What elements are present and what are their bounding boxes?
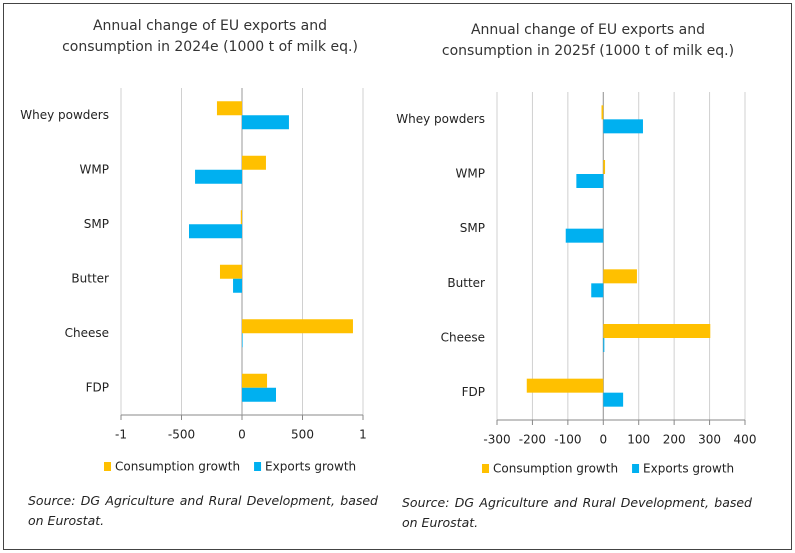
x-tick-label: -200 (519, 433, 546, 447)
bar (242, 373, 268, 388)
frame (3, 3, 792, 550)
bar (591, 283, 604, 298)
bar (603, 338, 605, 352)
legend-label: Consumption growth (115, 460, 240, 474)
bar (603, 392, 624, 407)
x-tick-label: 400 (734, 433, 757, 447)
bar (216, 101, 242, 116)
y-tick-label: SMP (460, 221, 485, 235)
x-tick-label: 0 (238, 428, 246, 442)
bar (565, 228, 604, 243)
y-tick-label: Whey powders (396, 112, 485, 126)
source-note: Source: DG Agriculture and Rural Develop… (402, 495, 752, 530)
x-tick-label: 1 (359, 428, 367, 442)
bar (242, 387, 277, 402)
legend-label: Exports growth (265, 460, 356, 474)
bar (603, 269, 637, 284)
y-tick-label: FDP (462, 385, 485, 399)
y-tick-label: WMP (80, 162, 109, 176)
x-tick-label: -100 (554, 433, 581, 447)
chart-title: consumption in 2025f (1000 t of milk eq.… (442, 43, 734, 59)
legend-swatch (482, 464, 489, 473)
y-tick-label: Whey powders (20, 108, 109, 122)
bar (576, 174, 604, 188)
x-tick-label: 500 (291, 428, 314, 442)
bar (219, 264, 242, 279)
bar (233, 278, 242, 293)
legend-swatch (104, 462, 111, 471)
chart-title: Annual change of EU exports and (93, 18, 327, 34)
y-tick-label: Butter (71, 271, 109, 285)
y-tick-label: Cheese (441, 331, 485, 345)
bar (526, 378, 604, 393)
x-tick-label: 300 (698, 433, 721, 447)
x-tick-label: 100 (627, 433, 650, 447)
x-tick-label: -1 (115, 428, 127, 442)
y-tick-label: Butter (447, 276, 485, 290)
y-tick-label: WMP (456, 167, 485, 181)
bar (240, 210, 242, 225)
source-note: Source: DG Agriculture and Rural Develop… (28, 493, 378, 528)
legend-label: Consumption growth (493, 462, 618, 476)
legend-swatch (254, 462, 262, 471)
bar (189, 224, 242, 239)
y-tick-label: FDP (86, 380, 109, 394)
bar (242, 115, 289, 130)
bar (242, 155, 266, 170)
bar (601, 105, 604, 120)
bar (603, 324, 711, 338)
bar (242, 333, 243, 348)
x-tick-label: -500 (168, 428, 195, 442)
chart-title: Annual change of EU exports and (471, 22, 705, 38)
bar (242, 319, 353, 334)
y-tick-label: SMP (84, 217, 109, 231)
legend-swatch (632, 464, 640, 473)
y-tick-label: Cheese (65, 326, 109, 340)
chart-title: consumption in 2024e (1000 t of milk eq.… (62, 39, 358, 55)
bar (603, 119, 643, 134)
x-tick-label: -300 (483, 433, 510, 447)
legend-label: Exports growth (643, 462, 734, 476)
x-tick-label: 200 (663, 433, 686, 447)
x-tick-label: 0 (599, 433, 607, 447)
bar (603, 160, 606, 174)
bar (195, 169, 242, 184)
